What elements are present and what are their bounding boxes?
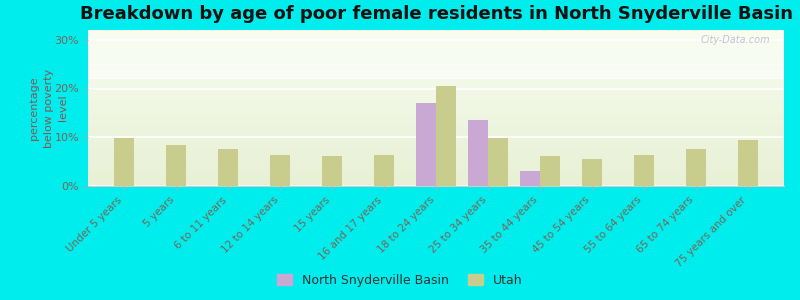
Title: Breakdown by age of poor female residents in North Snyderville Basin: Breakdown by age of poor female resident…: [79, 5, 793, 23]
Y-axis label: percentage
below poverty
level: percentage below poverty level: [29, 68, 69, 148]
Bar: [374, 155, 394, 186]
Legend: North Snyderville Basin, Utah: North Snyderville Basin, Utah: [274, 270, 526, 291]
Bar: [468, 120, 488, 186]
Bar: [322, 156, 342, 186]
Bar: [436, 86, 456, 186]
Bar: [166, 145, 186, 186]
Bar: [634, 155, 654, 186]
Bar: [218, 149, 238, 186]
Text: City-Data.com: City-Data.com: [701, 35, 770, 45]
Bar: [738, 140, 758, 186]
Bar: [520, 171, 540, 186]
Bar: [270, 155, 290, 186]
Bar: [488, 138, 508, 186]
Bar: [686, 149, 706, 186]
Bar: [582, 159, 602, 186]
Bar: [540, 156, 560, 186]
Bar: [114, 138, 134, 186]
Bar: [416, 103, 436, 186]
